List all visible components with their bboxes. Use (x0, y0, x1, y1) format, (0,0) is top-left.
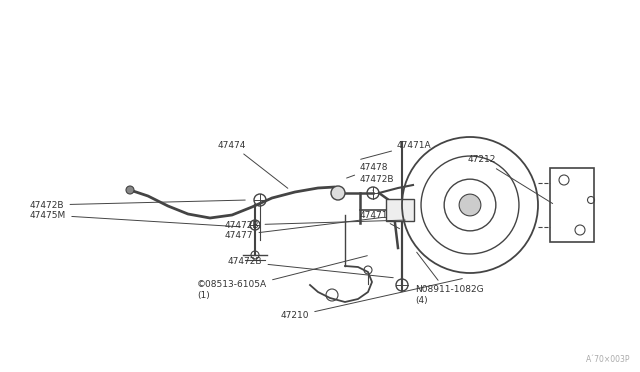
Bar (386, 199, 414, 221)
Text: A´70×003P: A´70×003P (586, 355, 630, 364)
Circle shape (126, 186, 134, 194)
Text: 47471A: 47471A (361, 141, 431, 159)
Text: 47478: 47478 (347, 164, 388, 178)
Circle shape (331, 186, 345, 200)
Text: 47475M: 47475M (30, 211, 240, 227)
Bar (550, 168, 594, 242)
Text: 47472B: 47472B (30, 200, 245, 209)
Text: 47212: 47212 (468, 155, 553, 203)
Text: 47210: 47210 (281, 279, 462, 321)
Text: 47472B: 47472B (360, 176, 394, 190)
Circle shape (459, 194, 481, 216)
Text: 47474: 47474 (218, 141, 288, 188)
Text: ©08513-6105A
(1): ©08513-6105A (1) (197, 256, 367, 300)
Text: 47472B: 47472B (228, 257, 393, 278)
Text: 47471: 47471 (360, 211, 399, 229)
Text: 47477: 47477 (225, 217, 383, 240)
Text: N08911-1082G
(4): N08911-1082G (4) (415, 252, 484, 305)
Text: 47472B: 47472B (225, 220, 405, 230)
